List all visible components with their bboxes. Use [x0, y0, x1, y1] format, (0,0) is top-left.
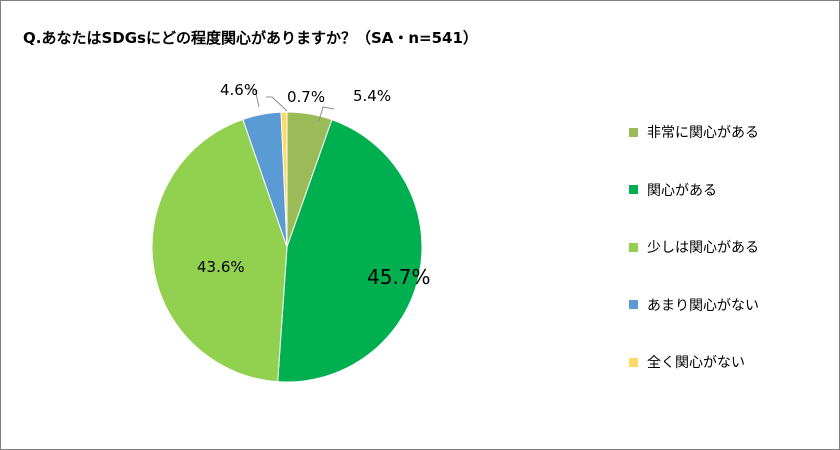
legend-item-somewhat-interested: 少しは関心がある — [629, 236, 759, 258]
legend-item-very-interested: 非常に関心がある — [629, 121, 759, 143]
data-label-interested: 45.7% — [367, 265, 431, 289]
legend-swatch — [629, 357, 638, 367]
data-label-not-interested: 0.7% — [287, 88, 325, 106]
legend-label: あまり関心がない — [647, 297, 759, 314]
legend-label: 全く関心がない — [647, 355, 745, 371]
leader-lines — [247, 88, 335, 122]
legend-label: 非常に関心がある — [647, 125, 759, 141]
legend-swatch — [629, 127, 638, 137]
leader-line-not-very-interested — [247, 88, 260, 108]
legend-item-not-interested: 全く関心がない — [629, 351, 759, 373]
pie-slice-somewhat-interested — [151, 118, 288, 383]
legend-swatch — [629, 300, 638, 309]
legend: 非常に関心がある 関心がある少しは関心がある あまり関心がない 全く関心がない — [629, 121, 759, 409]
leader-line-very-interested — [318, 106, 335, 122]
data-label-somewhat-interested: 43.6% — [197, 258, 245, 276]
pie-slice-not-interested — [280, 111, 288, 248]
leader-line-not-interested — [266, 96, 288, 112]
legend-item-interested: 関心がある — [629, 179, 759, 201]
data-label-not-very-interested: 4.6% — [220, 81, 258, 99]
data-labels: 5.4% 45.7% 43.6% 4.6% 0.7% — [197, 81, 431, 289]
pie-slice-interested — [277, 119, 423, 383]
legend-item-not-very-interested: あまり関心がない — [629, 294, 759, 316]
legend-swatch — [629, 185, 638, 194]
legend-label: 関心がある — [647, 182, 717, 199]
legend-label: 少しは関心がある — [647, 240, 759, 256]
legend-swatch — [629, 242, 638, 252]
data-label-very-interested: 5.4% — [353, 87, 391, 105]
chart-title: Q.あなたはSDGsにどの程度関心がありますか？（SA・n=541） — [23, 29, 478, 47]
pie-slices — [151, 111, 423, 383]
